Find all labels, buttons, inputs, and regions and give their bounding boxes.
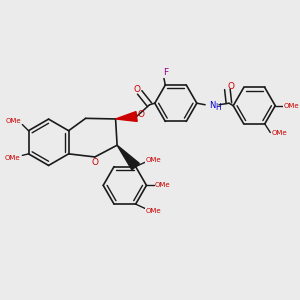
Polygon shape (117, 145, 140, 170)
Text: OMe: OMe (146, 208, 161, 214)
Text: OMe: OMe (284, 103, 299, 109)
Polygon shape (116, 112, 137, 122)
Text: H: H (215, 103, 221, 112)
Text: OMe: OMe (146, 157, 161, 163)
Text: OMe: OMe (4, 155, 20, 161)
Text: O: O (133, 85, 140, 94)
Text: OMe: OMe (155, 182, 171, 188)
Text: O: O (92, 158, 98, 167)
Text: OMe: OMe (271, 130, 287, 136)
Text: O: O (138, 110, 145, 119)
Text: N: N (209, 101, 215, 110)
Text: F: F (163, 68, 168, 77)
Text: OMe: OMe (5, 118, 21, 124)
Text: O: O (228, 82, 235, 91)
